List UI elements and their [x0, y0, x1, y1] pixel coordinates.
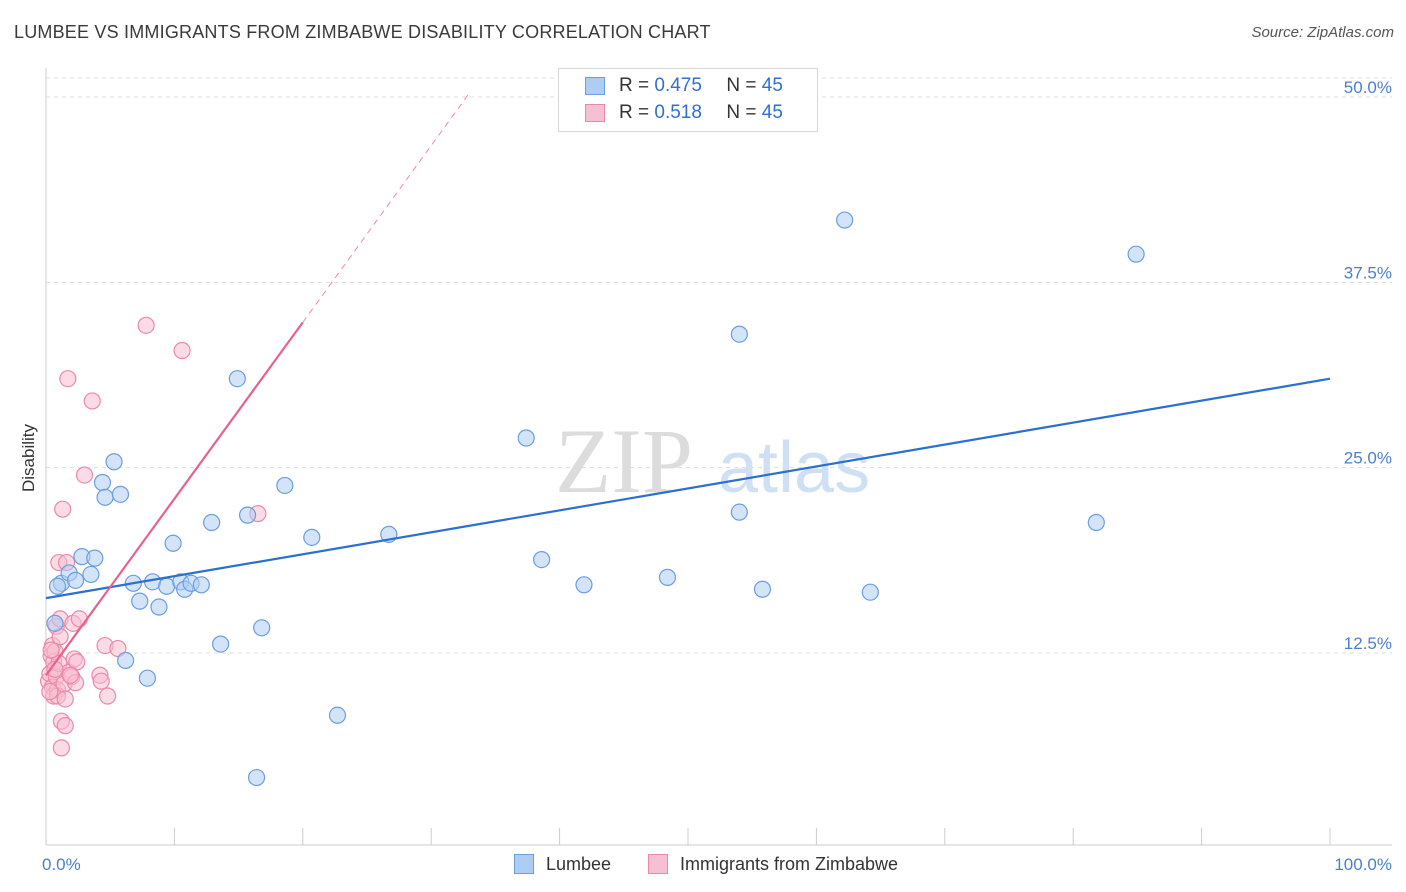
- lumbee-point: [158, 577, 176, 595]
- x-tick-label-min: 0.0%: [42, 855, 81, 874]
- zimbabwe-point: [70, 610, 88, 628]
- lumbee-point: [150, 598, 168, 616]
- bottom-legend-swatch-blue: [514, 854, 534, 874]
- zimbabwe-point: [56, 690, 74, 708]
- zimbabwe-point: [59, 370, 77, 388]
- bottom-legend-swatch-pink: [648, 854, 668, 874]
- chart-title: LUMBEE VS IMMIGRANTS FROM ZIMBABWE DISAB…: [14, 22, 711, 42]
- lumbee-point: [730, 325, 748, 343]
- y-tick-label: 50.0%: [1344, 78, 1392, 97]
- zimbabwe-point: [92, 672, 110, 690]
- legend-n-value: 45: [761, 75, 783, 96]
- legend-n-label: N =: [726, 75, 757, 96]
- tick-labels: 12.5% 25.0% 37.5% 50.0% 0.0% 100.0%: [42, 78, 1392, 874]
- bottom-legend-label: Immigrants from Zimbabwe: [680, 853, 899, 874]
- legend-r-value: 0.475: [654, 75, 702, 96]
- zimbabwe-point: [75, 466, 94, 484]
- bottom-legend-label: Lumbee: [546, 853, 612, 874]
- y-tick-label: 12.5%: [1344, 634, 1392, 653]
- lumbee-point: [303, 528, 321, 546]
- watermark-zip: ZIP: [555, 410, 693, 512]
- trend-lines: [45, 92, 1331, 676]
- lumbee-point: [328, 706, 347, 724]
- lumbee-point: [164, 534, 182, 552]
- zimbabwe-point: [56, 717, 74, 735]
- zimbabwe-point: [41, 682, 59, 701]
- bottom-legend-lumbee: Lumbee: [514, 852, 611, 876]
- zimbabwe-point: [54, 500, 72, 518]
- legend-box: R = 0.475 N = 45 R = 0.518 N = 45: [558, 68, 818, 132]
- series-lumbee: [46, 211, 1145, 787]
- lumbee-point: [238, 506, 257, 524]
- legend-n-value: 45: [761, 102, 783, 123]
- legend-swatch-pink: [585, 104, 605, 122]
- zimbabwe-point: [173, 341, 191, 360]
- legend-r-label: R =: [619, 75, 650, 96]
- y-tick-label: 25.0%: [1344, 449, 1392, 468]
- legend-row-zimbabwe: R = 0.518 N = 45: [585, 101, 783, 125]
- lumbee-point: [1127, 245, 1145, 263]
- zimbabwe-trend-extension: [302, 92, 471, 323]
- lumbee-point: [46, 614, 64, 632]
- watermark-atlas: atlas: [718, 428, 870, 508]
- lumbee-point: [533, 550, 551, 569]
- legend-r-label: R =: [619, 102, 650, 123]
- lumbee-point: [575, 576, 593, 594]
- zimbabwe-point: [137, 316, 155, 334]
- zimbabwe-point: [109, 639, 127, 658]
- axes: [45, 68, 1392, 846]
- lumbee-point: [86, 549, 104, 567]
- lumbee-point: [203, 513, 221, 532]
- lumbee-point: [82, 565, 100, 584]
- lumbee-point: [105, 453, 123, 471]
- lumbee-point: [753, 580, 772, 598]
- lumbee-point: [228, 370, 246, 388]
- y-tick-label: 37.5%: [1344, 263, 1392, 282]
- lumbee-trend-line: [45, 377, 1331, 600]
- lumbee-point: [117, 651, 135, 670]
- zimbabwe-point: [42, 641, 60, 659]
- lumbee-point: [111, 485, 130, 503]
- lumbee-point: [517, 429, 535, 447]
- grid-lines: [46, 77, 1392, 654]
- lumbee-point: [212, 635, 230, 653]
- zimbabwe-point: [99, 687, 117, 705]
- lumbee-point: [276, 476, 294, 495]
- lumbee-point: [192, 576, 210, 594]
- legend-r-value: 0.518: [654, 102, 702, 123]
- lumbee-point: [1087, 513, 1105, 532]
- legend-n-label: N =: [726, 102, 757, 123]
- legend-row-lumbee: R = 0.475 N = 45: [585, 74, 783, 98]
- zimbabwe-point: [52, 739, 71, 757]
- lumbee-point: [96, 488, 114, 506]
- source-label: Source: ZipAtlas.com: [1251, 24, 1394, 41]
- lumbee-point: [131, 592, 149, 610]
- bottom-legend-zimbabwe: Immigrants from Zimbabwe: [648, 852, 898, 876]
- lumbee-point: [66, 571, 85, 589]
- lumbee-point: [138, 669, 157, 687]
- zimbabwe-point: [61, 666, 79, 684]
- lumbee-point: [93, 473, 112, 492]
- lumbee-point: [48, 577, 67, 595]
- series-zimbabwe: [39, 316, 267, 757]
- y-axis-label: Disability: [19, 423, 38, 492]
- lumbee-point: [836, 211, 854, 229]
- zimbabwe-point: [83, 392, 101, 410]
- lumbee-point: [247, 768, 266, 787]
- lumbee-point: [730, 503, 748, 521]
- lumbee-point: [253, 619, 271, 637]
- watermark: ZIP atlas: [555, 410, 870, 512]
- lumbee-point: [658, 568, 677, 586]
- lumbee-point: [861, 583, 879, 601]
- zimbabwe-trend-line: [45, 321, 304, 676]
- x-tick-label-max: 100.0%: [1334, 855, 1392, 874]
- legend-swatch-blue: [585, 77, 605, 95]
